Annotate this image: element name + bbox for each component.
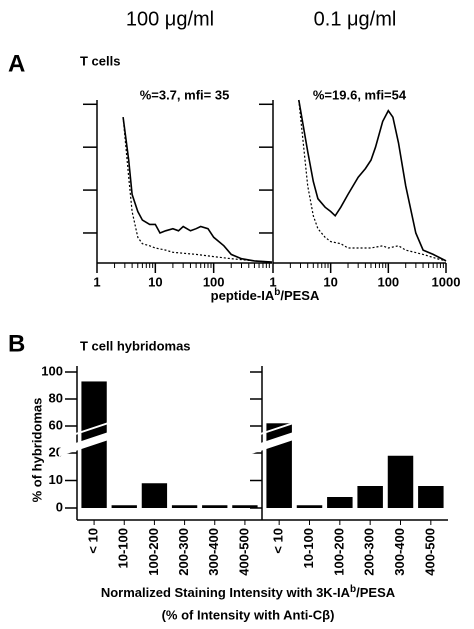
bar — [171, 505, 198, 508]
x-tick-label: < 10 — [271, 528, 286, 554]
y-tick-label: 0 — [56, 499, 63, 514]
x-tick-label: 1000 — [432, 274, 461, 289]
bar — [418, 486, 444, 508]
x-tick-label: 1 — [93, 274, 100, 289]
axis-label-part: /PESA — [356, 585, 396, 600]
histogram-line — [298, 99, 447, 262]
x-tick-label: 100 — [377, 274, 399, 289]
x-tick-label: 10 — [148, 274, 162, 289]
column-header: 0.1 μg/ml — [314, 8, 397, 30]
bar — [232, 505, 258, 508]
bar — [327, 497, 353, 508]
x-tick-label: 300-400 — [206, 528, 221, 576]
axis-label-part: /PESA — [280, 288, 320, 303]
panel-title: T cell hybridomas — [80, 338, 191, 353]
axis-break — [59, 430, 113, 457]
panel-title: T cells — [80, 53, 120, 68]
histogram-line — [298, 99, 447, 262]
axis-label-part: b — [274, 287, 280, 298]
axis-label-part: b — [350, 584, 356, 595]
x-tick-label: 400-500 — [236, 528, 251, 576]
axis-label: (% of Intensity with Anti-Cβ) — [162, 607, 335, 622]
bar — [111, 505, 137, 508]
axis-label: Normalized Staining Intensity with 3K-IA… — [101, 584, 396, 601]
x-tick-label: 100-200 — [331, 528, 346, 576]
axis-break — [244, 420, 298, 441]
y-tick-label: 60 — [49, 417, 63, 432]
x-tick-label: 200-300 — [362, 528, 377, 576]
chart-title: %=19.6, mfi=54 — [313, 87, 407, 102]
x-tick-label: 1 — [269, 274, 276, 289]
y-tick-label: 10 — [49, 472, 63, 487]
bar — [357, 486, 383, 508]
x-tick-label: 100-200 — [146, 528, 161, 576]
panel-label: B — [8, 330, 25, 357]
x-tick-label: 10-100 — [301, 528, 316, 568]
histogram-line — [122, 117, 273, 263]
y-tick-label: 80 — [49, 390, 63, 405]
bar — [141, 483, 168, 508]
x-tick-label: < 10 — [86, 528, 101, 554]
x-tick-label: 10 — [323, 274, 337, 289]
bar — [202, 505, 228, 508]
x-tick-label: 400-500 — [422, 528, 437, 576]
histogram-line — [122, 117, 273, 263]
axis-label-part: peptide-IA — [211, 288, 275, 303]
y-axis-label: % of hybridomas — [29, 398, 44, 503]
axis-break — [59, 420, 113, 441]
x-tick-label: 10-100 — [116, 528, 131, 568]
axis-break — [244, 430, 298, 457]
axis-label: peptide-IAb/PESA — [211, 287, 320, 304]
y-tick-label: 100 — [41, 363, 63, 378]
column-header: 100 μg/ml — [126, 8, 214, 30]
x-tick-label: 100 — [203, 274, 225, 289]
x-tick-label: 200-300 — [176, 528, 191, 576]
panel-label: A — [8, 50, 25, 77]
axis-label-part: Normalized Staining Intensity with 3K-IA — [101, 585, 351, 600]
chart-title: %=3.7, mfi= 35 — [140, 87, 230, 102]
bar — [387, 455, 414, 508]
bar — [296, 505, 323, 508]
x-tick-label: 300-400 — [392, 528, 407, 576]
